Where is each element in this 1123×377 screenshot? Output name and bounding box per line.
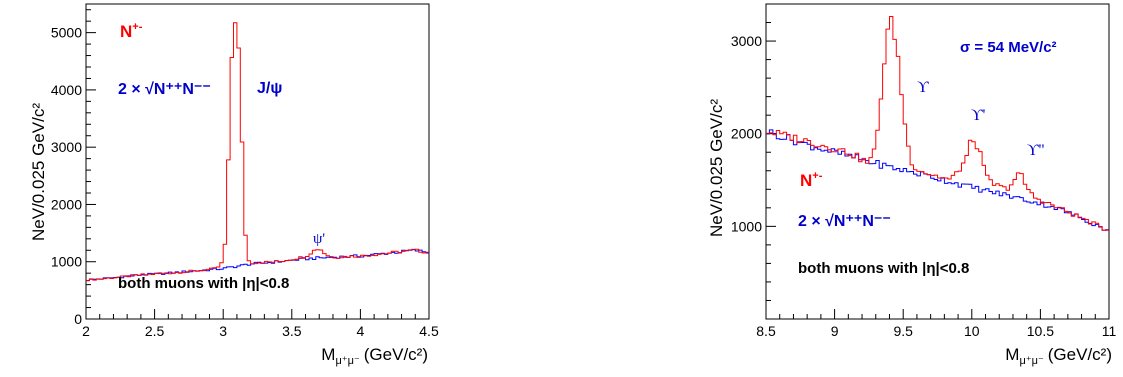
y-tick-label: 3000 — [731, 33, 762, 49]
right-cut-label: both muons with |η|<0.8 — [798, 260, 969, 277]
left-cut-label: both muons with |η|<0.8 — [118, 275, 289, 292]
x-tick-label: 4.5 — [419, 323, 439, 339]
right-legend-n-letter: N — [800, 171, 812, 190]
y-tick-label: 5000 — [51, 25, 82, 41]
y-tick-label: 2000 — [731, 126, 762, 142]
x-tick-label: 4 — [357, 323, 365, 339]
left-x-axis-sub: μ⁺μ⁻ — [335, 355, 359, 367]
left-y-axis-label: NeV/0.025 GeV/c² — [29, 103, 48, 241]
left-x-axis-unit: (GeV/c²) — [364, 345, 428, 364]
left-legend-n-label: N+- — [120, 21, 143, 41]
left-legend-n-sup: +- — [132, 21, 142, 33]
x-tick-label: 11 — [1102, 323, 1117, 339]
right-plot-frame — [765, 3, 1110, 320]
left-jpsi-label: J/ψ — [257, 80, 282, 97]
y-tick-label: 4000 — [51, 82, 82, 98]
y-tick-label: 2000 — [51, 196, 82, 212]
right-legend-bkg-label: 2 × √N⁺⁺N⁻⁻ — [798, 213, 891, 230]
left-psiprime-label: ψ' — [313, 231, 325, 247]
y-tick-label: 0 — [74, 311, 82, 327]
x-tick-label: 10.5 — [1027, 323, 1054, 339]
right-x-axis-label: Mμ⁺μ⁻ (GeV/c²) — [1005, 345, 1112, 367]
x-tick-label: 2 — [82, 323, 90, 339]
y-tick-label: 3000 — [51, 139, 82, 155]
right-y-axis-label: NeV/0.025 GeV/c² — [707, 99, 726, 237]
left-x-axis-m: M — [321, 345, 335, 364]
x-tick-label: 2.5 — [145, 323, 165, 339]
x-tick-label: 9.5 — [893, 323, 913, 339]
right-x-axis-sub: μ⁺μ⁻ — [1019, 355, 1043, 367]
series-total-histogram — [86, 22, 429, 282]
right-sigma-label: σ = 54 MeV/c² — [960, 39, 1057, 56]
left-plot-frame — [85, 3, 430, 320]
left-legend-bkg-label: 2 × √N⁺⁺N⁻⁻ — [118, 81, 211, 98]
left-legend-n-letter: N — [120, 22, 132, 41]
y-tick-label: 1000 — [731, 218, 762, 234]
right-upsilon1-label: ϒ — [917, 79, 929, 96]
y-tick-label: 1000 — [51, 254, 82, 270]
right-legend-n-label: N+- — [800, 170, 823, 190]
right-plot: 8.5 9 9.5 10 10.5 11 1000 2000 3000 σ = 54 MeV/c… — [707, 3, 1117, 367]
right-plot-data — [766, 16, 1109, 231]
right-x-axis-m: M — [1005, 345, 1019, 364]
series-background-histogram — [766, 129, 1109, 231]
right-upsilon3-label: ϒ'' — [1027, 142, 1044, 159]
x-tick-label: 9 — [831, 323, 839, 339]
left-plot: 2 2.5 3 3.5 4 4.5 0 1000 2000 3000 4000 5000 N+- 2 … — [29, 3, 439, 367]
right-legend-n-sup: +- — [812, 170, 822, 182]
left-plot-data — [86, 22, 429, 282]
x-tick-label: 8.5 — [756, 323, 776, 339]
series-total-histogram — [766, 16, 1109, 231]
x-tick-label: 3.5 — [282, 323, 302, 339]
left-plot-ticks: 2 2.5 3 3.5 4 4.5 0 1000 2000 3000 4000 5000 — [51, 9, 439, 339]
x-tick-label: 10 — [964, 323, 980, 339]
x-tick-label: 3 — [219, 323, 227, 339]
right-x-axis-unit: (GeV/c²) — [1048, 345, 1112, 364]
right-upsilon2-label: ϒ' — [971, 107, 986, 124]
right-plot-ticks: 8.5 9 9.5 10 10.5 11 1000 2000 3000 — [731, 3, 1117, 339]
left-x-axis-label: Mμ⁺μ⁻ (GeV/c²) — [321, 345, 428, 367]
